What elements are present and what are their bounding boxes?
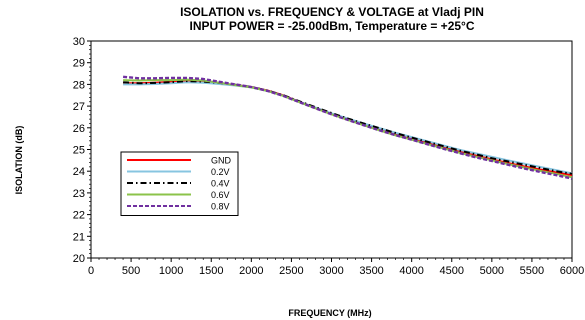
x-tick-label: 1500 [199, 265, 223, 277]
x-tick-label: 0 [88, 265, 94, 277]
legend-label: GND [211, 156, 232, 166]
x-tick-label: 3500 [359, 265, 383, 277]
y-tick-label: 21 [73, 231, 85, 243]
series-lines [122, 75, 573, 180]
x-tick-label: 1000 [159, 265, 183, 277]
y-tick-label: 27 [73, 101, 85, 113]
plot-area [90, 40, 573, 259]
x-tick-label: 2500 [279, 265, 303, 277]
series-line-0-4v [123, 80, 573, 175]
x-tick-label: 500 [122, 265, 140, 277]
x-tick-label: 3000 [319, 265, 343, 277]
y-axis-label: ISOLATION (dB) [14, 126, 24, 195]
legend-label: 0.8V [211, 202, 230, 212]
y-tick-label: 30 [73, 36, 85, 48]
x-axis-label: FREQUENCY (MHz) [288, 308, 371, 318]
x-tick-label: 4500 [440, 265, 464, 277]
y-tick-label: 29 [73, 58, 85, 70]
legend-label: 0.2V [211, 167, 230, 177]
legend-label: 0.6V [211, 190, 230, 200]
y-tick-label: 24 [73, 166, 85, 178]
y-tick-label: 23 [73, 188, 85, 200]
y-tick-label: 25 [73, 145, 85, 157]
y-tick-label: 28 [73, 79, 85, 91]
series-line-0-8v [122, 75, 573, 180]
x-tick-label: 5500 [520, 265, 544, 277]
chart-subtitle: INPUT POWER = -25.00dBm, Temperature = +… [190, 19, 475, 33]
legend-label: 0.4V [211, 179, 230, 189]
x-tick-label: 4000 [399, 265, 423, 277]
y-axis: 20 21 22 23 24 25 26 27 28 29 30 [73, 36, 91, 265]
x-tick-label: 5000 [480, 265, 504, 277]
chart-title: ISOLATION vs. FREQUENCY & VOLTAGE at Vla… [180, 5, 484, 19]
y-tick-label: 22 [73, 210, 85, 222]
x-axis: 0 500 1000 1500 2000 2500 3000 3500 4000 4500 5000… [88, 258, 584, 277]
y-tick-label: 20 [73, 253, 85, 265]
y-tick-label: 26 [73, 123, 85, 135]
x-tick-label: 6000 [560, 265, 584, 277]
x-tick-label: 2000 [239, 265, 263, 277]
